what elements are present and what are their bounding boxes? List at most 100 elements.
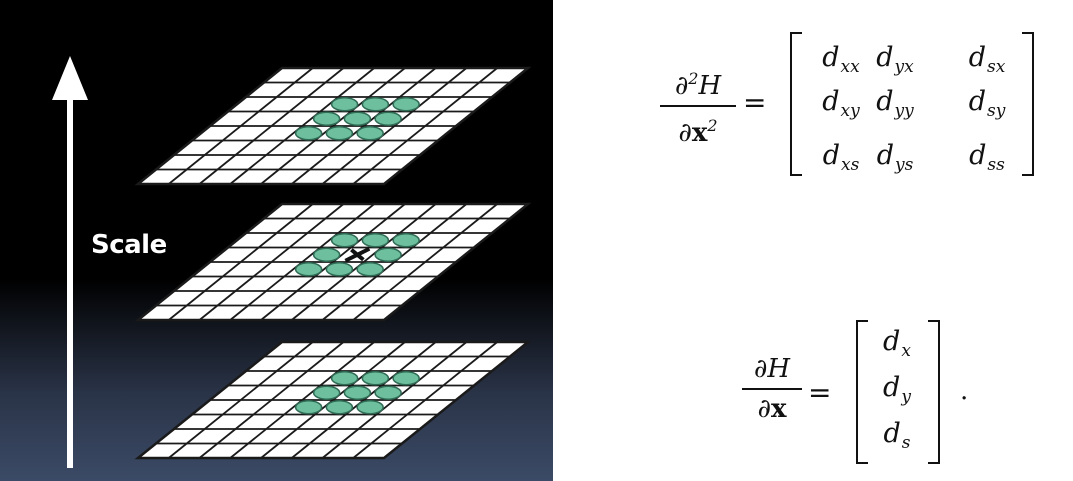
- gradient-entry: dx: [862, 326, 932, 361]
- scale-space-panel: Scale: [0, 0, 553, 481]
- grid-line: [291, 67, 437, 185]
- neighbor-sample: [294, 400, 323, 415]
- neighbor-sample: [392, 371, 420, 386]
- neighbor-sample: [356, 400, 384, 415]
- hessian-entry: dyy: [860, 86, 930, 121]
- hessian-fraction-bar: [660, 105, 736, 107]
- gradient-numerator: ∂H: [742, 352, 802, 386]
- gradient-entry-base: d: [883, 326, 901, 357]
- hessian-entry: dxs: [806, 140, 876, 175]
- neighbor-sample: [374, 247, 402, 262]
- neighbor-sample: [330, 233, 359, 248]
- scale-space-diagram: [52, 56, 532, 468]
- hessian-fraction: ∂2H ∂x2: [660, 62, 736, 150]
- neighbor-sample: [312, 111, 341, 126]
- grid-line: [352, 67, 498, 185]
- gradient-num-partial: ∂: [753, 354, 768, 384]
- neighbor-sample: [356, 262, 384, 277]
- grid-layer-middle: [134, 202, 532, 322]
- hessian-entry: dys: [860, 140, 930, 175]
- neighbor-sample: [356, 126, 384, 141]
- grid-line: [352, 341, 498, 459]
- gradient-entry-sub: s: [901, 433, 911, 453]
- hessian-den-var: x: [691, 117, 708, 148]
- hessian-den-partial: ∂: [678, 117, 692, 148]
- grid-line: [291, 203, 437, 321]
- neighbor-sample: [343, 385, 372, 400]
- gradient-left-bracket: [856, 320, 868, 464]
- gradient-entry: ds: [862, 418, 932, 453]
- hessian-entry-sub: xs: [840, 155, 860, 175]
- scale-label: Scale: [91, 230, 167, 260]
- hessian-entry-base: d: [822, 86, 840, 117]
- hessian-left-bracket: [790, 32, 802, 176]
- neighbor-sample: [294, 126, 323, 141]
- grid-line: [291, 341, 437, 459]
- hessian-entry: dsy: [952, 86, 1022, 121]
- gradient-right-bracket: [928, 320, 940, 464]
- hessian-entry-sub: ys: [894, 155, 914, 175]
- neighbor-sample: [312, 247, 341, 262]
- hessian-entry-base: d: [876, 140, 894, 171]
- hessian-equals: =: [743, 86, 767, 119]
- hessian-entry-base: d: [968, 42, 986, 73]
- scale-arrow: [52, 56, 88, 468]
- hessian-entry: dsx: [952, 42, 1022, 77]
- neighbor-sample: [343, 111, 372, 126]
- hessian-entry-base: d: [876, 86, 894, 117]
- gradient-fraction: ∂H ∂x: [742, 352, 802, 426]
- grid-line: [321, 341, 468, 459]
- neighbor-sample: [325, 126, 354, 141]
- extremum-marker-stroke: [350, 248, 365, 262]
- hessian-entry: dss: [952, 140, 1022, 175]
- gradient-entry-sub: x: [901, 341, 911, 361]
- gradient-entry-base: d: [883, 372, 901, 403]
- neighbor-sample: [330, 371, 359, 386]
- hessian-entry: dxx: [806, 42, 876, 77]
- hessian-entry: dxy: [806, 86, 876, 121]
- gradient-equals: =: [808, 376, 832, 409]
- hessian-entry-base: d: [822, 42, 840, 73]
- neighbor-sample: [294, 262, 323, 277]
- grid-line: [352, 203, 498, 321]
- hessian-entry-sub: yy: [894, 101, 914, 121]
- neighbor-sample: [312, 385, 341, 400]
- neighbor-sample: [325, 262, 354, 277]
- hessian-entry-sub: sx: [986, 57, 1006, 77]
- gradient-fraction-bar: [742, 388, 802, 390]
- hessian-entry-sub: ss: [987, 155, 1005, 175]
- gradient-num-var: H: [767, 354, 791, 384]
- hessian-entry: dyx: [860, 42, 930, 77]
- hessian-entry-base: d: [822, 140, 840, 171]
- hessian-num-power: 2: [688, 69, 699, 88]
- hessian-right-bracket: [1022, 32, 1034, 176]
- grid-layer-top: [134, 66, 532, 186]
- grid-line: [321, 67, 468, 185]
- gradient-entry: dy: [862, 372, 932, 407]
- hessian-entry-sub: sy: [986, 101, 1006, 121]
- gradient-period: .: [960, 376, 969, 406]
- gradient-entry-base: d: [883, 418, 901, 449]
- hessian-entry-base: d: [876, 42, 894, 73]
- hessian-entry-sub: yx: [894, 57, 914, 77]
- neighbor-sample: [361, 97, 390, 112]
- gradient-den-var: x: [770, 393, 787, 424]
- hessian-num-var: H: [698, 71, 722, 101]
- hessian-entry-base: d: [969, 140, 987, 171]
- neighbor-sample: [330, 97, 359, 112]
- hessian-den-power: 2: [707, 115, 718, 135]
- neighbor-sample: [361, 371, 390, 386]
- gradient-denominator: ∂x: [742, 392, 802, 426]
- grid-line: [321, 203, 468, 321]
- neighbor-sample: [325, 400, 354, 415]
- hessian-num-partial: ∂: [674, 71, 689, 101]
- scale-arrow-head: [52, 56, 88, 100]
- neighbor-sample: [374, 385, 402, 400]
- neighbor-sample: [392, 233, 420, 248]
- hessian-entry-sub: xy: [840, 101, 860, 121]
- grid-layer-bottom: [134, 340, 532, 460]
- gradient-den-partial: ∂: [757, 393, 771, 424]
- gradient-entry-sub: y: [901, 387, 911, 407]
- hessian-denominator: ∂x2: [660, 109, 736, 150]
- extremum-marker: [344, 246, 371, 263]
